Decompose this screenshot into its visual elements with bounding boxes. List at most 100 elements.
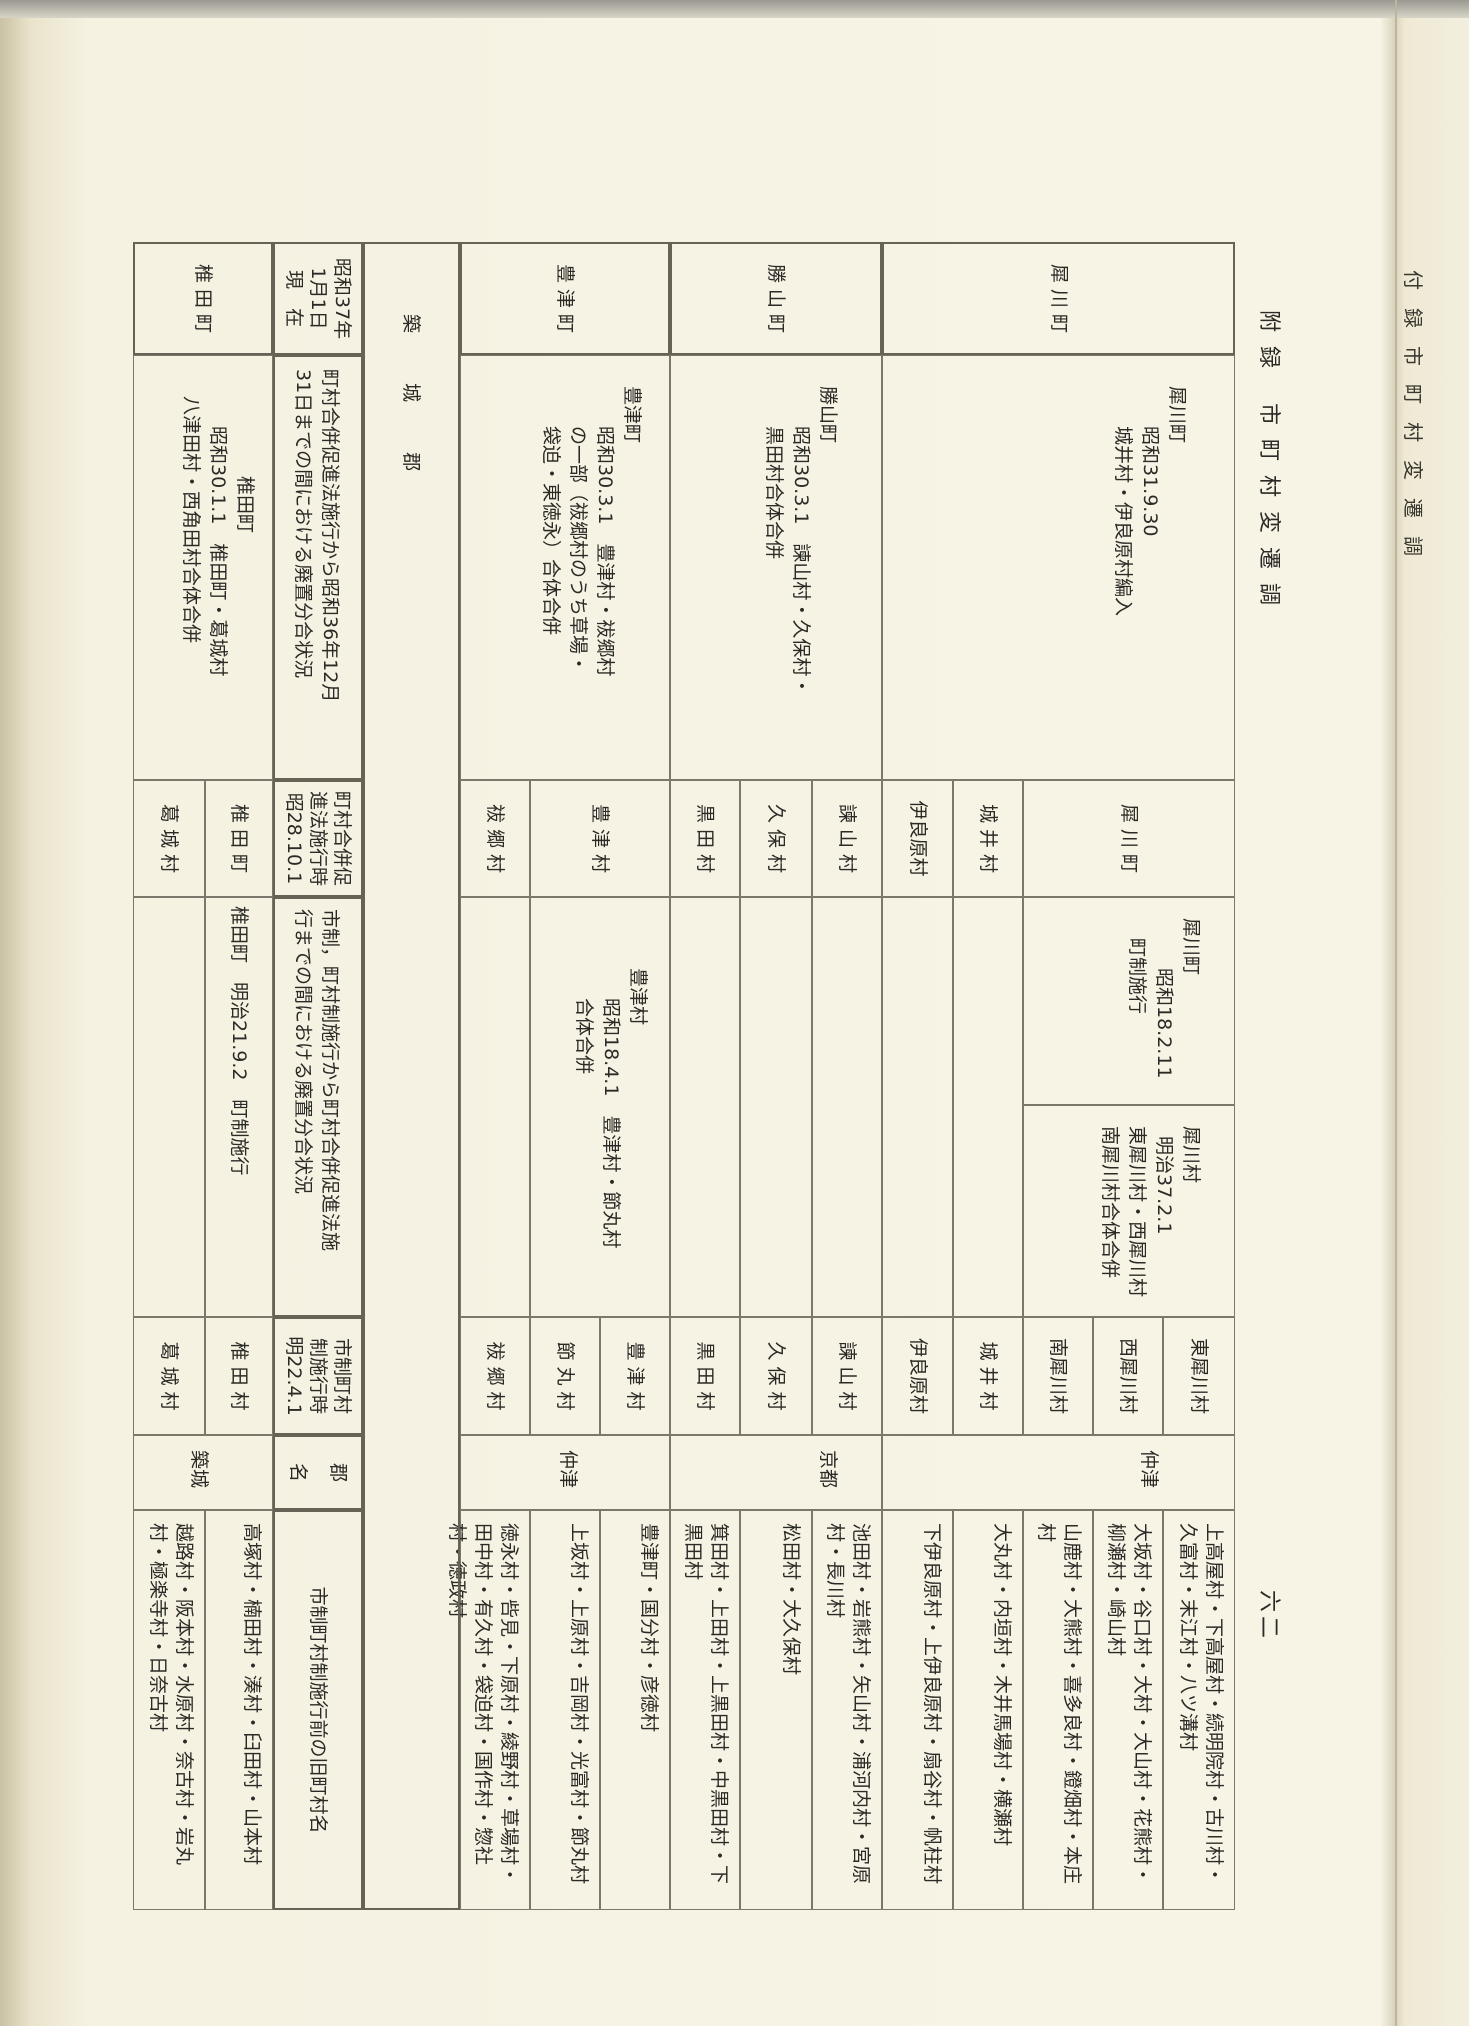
empty-cell [133,897,205,1317]
town-1953: 伊良原村 [907,800,929,877]
old-village-names: 豊津町・国分村・彦徳村 [600,1510,670,1910]
district-cell: 京都 [670,1435,882,1510]
district-name: 仲津 [557,1450,579,1489]
village-1889: 西犀川村 [1093,1317,1163,1435]
village-1889: 久 保 村 [740,1317,812,1435]
merger-line: 昭和31.9.30 [1139,426,1161,537]
merger-town: 豊津町 [621,386,643,444]
old-village-names: 大丸村・内垣村・木井馬場村・横瀬村 [953,1510,1023,1910]
old-village-names: 大坂村・谷口村・大村・大山村・花熊村・柳瀬村・崎山村 [1093,1510,1163,1910]
town-1953-cell: 諫 山 村 [812,780,882,897]
change-town: 椎田町 [228,906,250,964]
merger-town: 勝山町 [817,386,839,444]
change-town: 豊津村 [627,968,649,1026]
change-cell: 犀川町 昭和18.2.11 町制施行 [1023,897,1235,1105]
current-town-cell: 勝 山 町 [670,242,882,355]
district-band: 築 城 郡 [363,242,460,1910]
old-village-names: 下伊良原村・上伊良原村・扇谷村・帆柱村 [882,1510,953,1910]
empty-cell [812,897,882,1317]
village-1889: 南犀川村 [1023,1317,1093,1435]
town-1953: 犀 川 町 [1118,803,1141,874]
town-1953-cell: 伊良原村 [882,780,953,897]
change-line: 明治21.9.2 町制施行 [228,982,250,1176]
header-at-1889: 市制町村 制施行時 明22.4.1 [273,1317,363,1435]
current-town: 勝 山 町 [765,263,788,334]
header-old-names: 市制町村制施行前の旧町村名 [273,1510,363,1910]
current-town-cell: 椎 田 町 [133,242,273,355]
current-town-cell: 豊 津 町 [460,242,670,355]
change-cell: 犀川村 明治37.2.1 東犀川村・西犀川村 南犀川村合体合併 [1023,1105,1235,1317]
town-1953-cell: 葛 城 村 [133,780,205,897]
district-cell: 築城 [133,1435,273,1510]
old-village-names: 松田村・大久保村 [740,1510,812,1910]
change-line: 昭和18.2.11 [1153,968,1175,1079]
district-name: 京都 [817,1450,839,1489]
current-town: 椎 田 町 [192,263,215,334]
district-cell: 仲津 [882,1435,1235,1510]
town-1953: 城 井 村 [977,803,1000,874]
header-district: 郡 名 [273,1435,363,1510]
page-title: 附録 市町村変遷調 [1256,310,1281,619]
change-line: 東犀川村・西犀川村 [1126,1126,1148,1298]
change-cell: 椎田町 明治21.9.2 町制施行 [205,897,273,1317]
merger-cell: 豊津町 昭和30.3.1 豊津村・祓郷村 の一部（祓郷村のうち草場・ 袋迫・東徳… [460,355,670,780]
merger-line: 城井村・伊良原村編入 [1112,426,1134,617]
merger-line: 昭和30.1.1 椎田町・葛城村 [207,426,229,677]
adjacent-page-title: 付録市町村変遷調 [1401,270,1425,574]
town-1953: 久 保 村 [765,803,788,874]
town-1953-cell: 豊 津 村 [530,780,670,897]
empty-cell [670,897,740,1317]
change-town: 犀川村 [1180,1126,1202,1184]
current-town: 豊 津 町 [554,263,577,334]
town-1953: 椎 田 町 [228,803,251,874]
change-line: 合体合併 [573,998,595,1075]
town-1953-cell: 椎 田 町 [205,780,273,897]
merger-line: 袋迫・東徳永）合体合併 [540,426,562,636]
district-name: 築城 [188,1450,210,1489]
page-number: 六二 [1256,1590,1281,1643]
old-village-names: 箕田村・上田村・上黒田村・中黒田村・下黒田村 [670,1510,740,1910]
old-village-names: 上坂村・上原村・吉岡村・光富村・節丸村 [530,1510,600,1910]
merger-line: の一部（祓郷村のうち草場・ [567,426,589,674]
change-line: 町制施行 [1126,938,1148,1015]
merger-cell: 犀川町 昭和31.9.30 城井村・伊良原村編入 [882,355,1235,780]
old-village-names: 高塚村・楠田村・湊村・臼田村・山本村 [205,1510,273,1910]
town-1953: 葛 城 村 [158,803,181,874]
town-1953: 黒 田 村 [694,803,717,874]
merger-line: 昭和30.3.1 諫山村・久保村・ [790,426,812,696]
header-at-1953: 町村合併促 進法施行時 昭28.10.1 [273,780,363,897]
merger-line: 八津田村・西角田村合体合併 [180,396,202,644]
village-1889: 豊 津 村 [600,1317,670,1435]
header-merger: 町村合併促進法施行から昭和36年12月 31日までの間における廃置分合状況 [273,355,363,780]
merger-town: 椎田町 [234,476,256,534]
town-1953-cell: 祓 郷 村 [460,780,530,897]
change-line: 昭和18.4.1 豊津村・節丸村 [600,998,622,1249]
change-line: 明治37.2.1 [1153,1136,1175,1235]
merger-cell: 勝山町 昭和30.3.1 諫山村・久保村・ 黒田村合体合併 [670,355,882,780]
old-village-names: 徳永村・呰見・下原村・綾野村・草場村・田中村・有久村・袋迫村・国作村・惣社村・徳… [446,1510,530,1910]
empty-cell [460,897,530,1317]
village-1889: 東犀川村 [1163,1317,1235,1435]
scan-edge [0,0,1469,18]
header-current: 昭和37年 1月1日 現 在 [273,242,363,355]
town-1953: 諫 山 村 [836,803,859,874]
town-1953: 祓 郷 村 [484,803,507,874]
header-changes: 市制，町村制施行から町村合併促進法施 行までの間における廃置分合状況 [273,897,363,1317]
empty-cell [882,897,953,1317]
merger-line: 昭和30.3.1 豊津村・祓郷村 [594,426,616,677]
merger-cell: 椎田町 昭和30.1.1 椎田町・葛城村 八津田村・西角田村合体合併 [133,355,273,780]
old-village-names: 山鹿村・大熊村・喜多良村・鐙畑村・本庄村 [1023,1510,1093,1910]
change-cell: 豊津村 昭和18.4.1 豊津村・節丸村 合体合併 [530,897,670,1317]
village-1889: 椎 田 村 [205,1317,273,1435]
change-town: 犀川町 [1180,918,1202,976]
town-1953: 豊 津 村 [589,803,612,874]
village-1889: 祓 郷 村 [460,1317,530,1435]
town-1953-cell: 久 保 村 [740,780,812,897]
village-1889: 黒 田 村 [670,1317,740,1435]
town-1953-cell: 犀 川 町 [1023,780,1235,897]
current-town-cell: 犀 川 町 [882,242,1235,355]
merger-line: 黒田村合体合併 [763,426,785,560]
current-town: 犀 川 町 [1048,263,1070,334]
town-1953-cell: 黒 田 村 [670,780,740,897]
